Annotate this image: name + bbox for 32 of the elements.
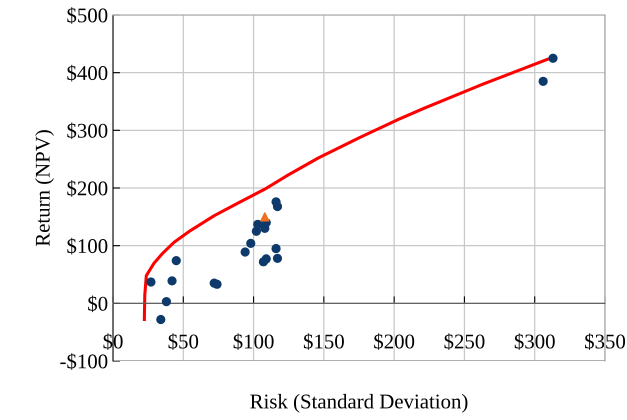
point (246, 238, 256, 248)
y-tick-label: -$100 (60, 353, 108, 370)
x-tick-label: $250 (444, 333, 484, 350)
point (167, 276, 177, 286)
x-tick-label: $100 (234, 333, 274, 350)
x-tick-label: $50 (168, 333, 198, 350)
x-tick-label: $200 (374, 333, 414, 350)
point (548, 54, 558, 63)
point (272, 254, 282, 263)
y-tick-label: $500 (67, 7, 108, 24)
x-tick-label: $150 (304, 333, 344, 350)
y-tick-label: $100 (67, 238, 108, 254)
point (272, 202, 282, 212)
point (260, 212, 270, 222)
y-tick-label: $200 (67, 180, 108, 197)
y-tick-label: $400 (67, 64, 108, 82)
point (240, 247, 250, 257)
y-tick-label: $0 (88, 295, 108, 312)
point (262, 254, 271, 264)
y-axis-title: Return (NPV) (35, 130, 54, 246)
point (172, 256, 181, 266)
point (156, 314, 166, 324)
x-axis-title: Risk (Standard Deviation) (250, 394, 468, 413)
point (253, 220, 262, 229)
point (538, 76, 548, 86)
point (146, 277, 156, 287)
x-tick-label: $300 (514, 333, 555, 350)
point (271, 244, 281, 254)
x-tick-label: $350 (585, 333, 626, 350)
y-tick-label: $300 (67, 122, 108, 140)
point (212, 280, 222, 289)
point (162, 296, 172, 306)
